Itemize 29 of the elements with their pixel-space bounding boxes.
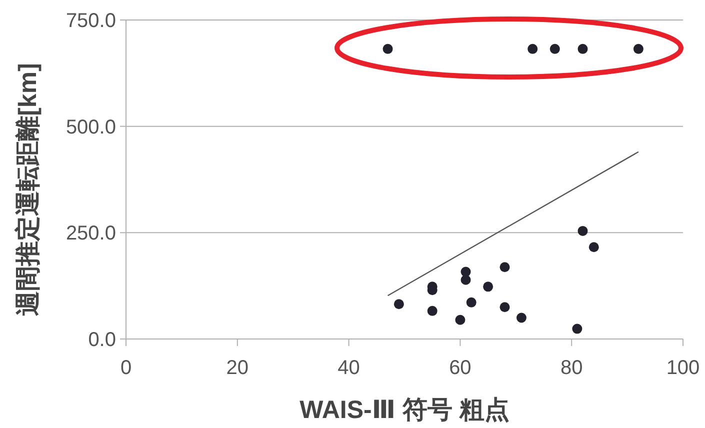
- point: [460, 274, 471, 285]
- point: [578, 44, 588, 54]
- point: [633, 44, 644, 54]
- point: [588, 242, 599, 252]
- y-tick-label: 250.0: [66, 222, 116, 245]
- point: [572, 324, 582, 334]
- x-tick-label: 60: [449, 357, 472, 379]
- point: [500, 262, 510, 272]
- point: [394, 299, 404, 310]
- point: [455, 314, 466, 325]
- point: [500, 302, 510, 312]
- x-tick-label: 20: [226, 357, 249, 379]
- point: [427, 306, 438, 316]
- x-tick-label: 0: [120, 357, 132, 379]
- point: [483, 282, 494, 292]
- y-tick-label: 750.0: [66, 10, 116, 32]
- point: [528, 44, 538, 54]
- y-tick-label: 500.0: [66, 116, 116, 138]
- x-tick-label: 100: [666, 357, 700, 379]
- point: [516, 312, 526, 323]
- y-tick-label: 0.0: [88, 329, 116, 351]
- y-axis-title: 週間推定運転距離[km]: [14, 63, 42, 316]
- x-tick-label: 40: [338, 357, 360, 379]
- point: [382, 44, 393, 54]
- point: [550, 44, 560, 54]
- x-axis-title: WAIS-Ⅲ 符号 粗点: [300, 396, 510, 424]
- point: [466, 297, 476, 308]
- point: [578, 226, 588, 236]
- x-tick-label: 80: [560, 357, 583, 379]
